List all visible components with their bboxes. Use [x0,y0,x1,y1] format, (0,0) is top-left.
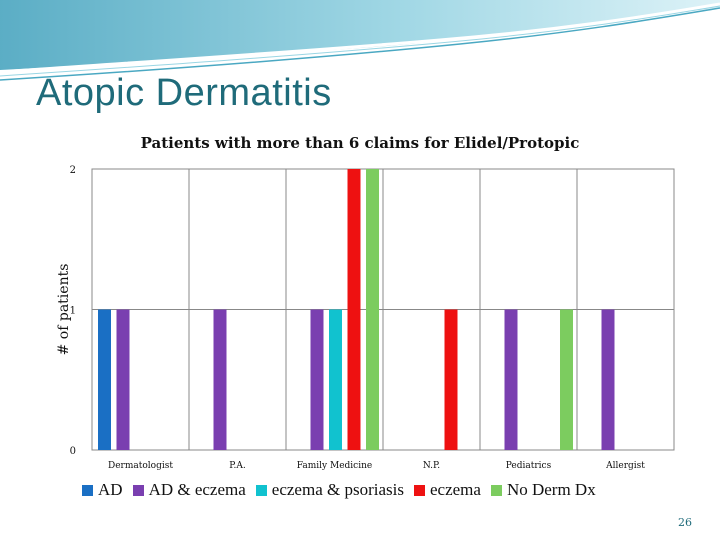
x-tick-label: Pediatrics [506,461,552,471]
x-tick-label: N.P. [423,461,440,471]
bar [310,309,324,450]
bar [213,309,227,450]
page-number: 26 [678,516,692,529]
x-tick-label: Allergist [605,461,645,471]
legend-swatch [82,484,93,496]
legend-swatch [255,484,267,496]
bar [601,309,615,450]
y-axis-label: # of patients [56,264,72,356]
chart-title: Patients with more than 6 claims for Eli… [140,134,580,152]
legend-label: eczema & psoriasis [271,480,404,499]
legend-swatch [132,484,144,496]
header-banner [0,0,720,81]
y-tick-label: 0 [70,446,76,457]
bar [560,309,573,450]
x-tick-label: P.A. [229,461,246,471]
legend-label: eczema [429,480,481,499]
bar [444,309,458,450]
slide-title: Atopic Dermatitis [36,72,332,114]
legend-label: AD & eczema [148,480,246,499]
bar [329,309,342,450]
bar [366,169,379,450]
bar-chart: 0 1 2 # of patients Dermatologist P.A. Family … [56,165,675,471]
legend-item: eczema [413,480,481,500]
x-tick-label: Family Medicine [297,461,372,471]
legend-label: No Derm Dx [506,480,596,499]
legend-swatch [413,484,425,496]
bar [347,169,361,450]
chart-legend: AD AD & eczema eczema & psoriasis eczema No … [82,480,606,500]
x-tick-label: Dermatologist [108,461,173,471]
y-tick-label: 1 [70,306,76,317]
legend-swatch [490,484,502,496]
y-tick-label: 2 [70,165,76,176]
legend-item: eczema & psoriasis [255,480,404,500]
bar [98,309,111,450]
legend-label: AD [98,480,123,499]
legend-item: AD & eczema [132,480,246,500]
bar [504,309,518,450]
legend-item: No Derm Dx [490,480,596,500]
legend-item: AD [82,480,123,500]
bar [116,309,130,450]
